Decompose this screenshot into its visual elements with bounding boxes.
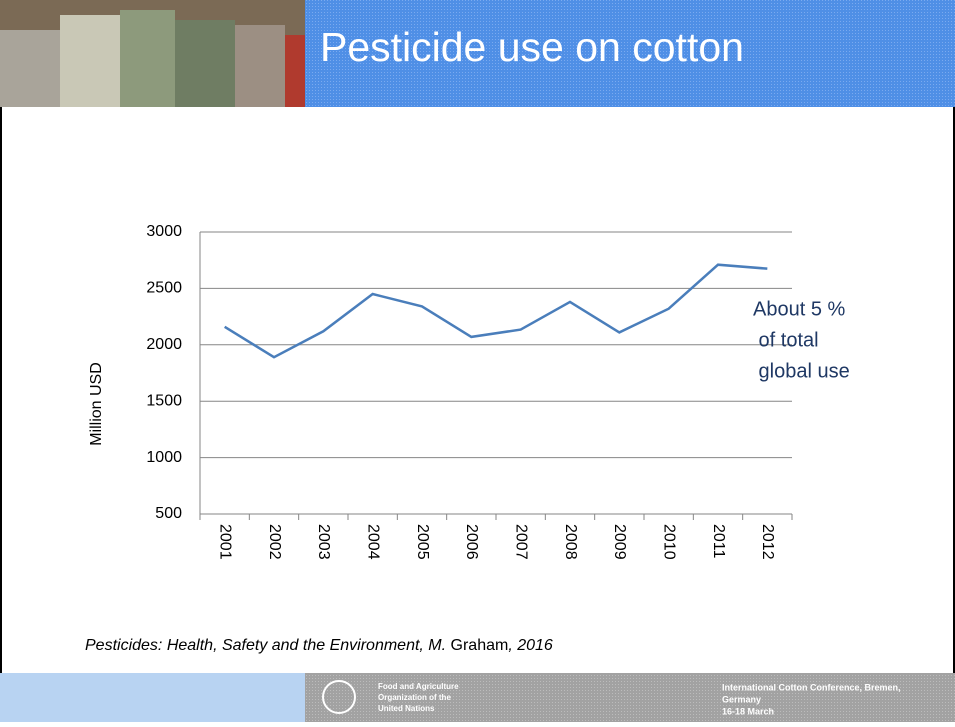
y-tick-label: 2000 — [146, 336, 182, 353]
footer-org: Organization of the — [378, 693, 451, 702]
footer-event: International Cotton Conference, Bremen, — [722, 682, 901, 692]
y-tick-label: 2500 — [146, 280, 182, 297]
x-tick-label: 2004 — [364, 524, 381, 560]
x-tick-label: 2009 — [611, 524, 628, 560]
footer-bar — [305, 673, 955, 722]
annotation: About 5 % — [753, 298, 846, 320]
citation-part: Graham — [451, 637, 509, 654]
footer-event: Germany — [722, 694, 761, 704]
header-photo — [0, 0, 305, 107]
x-tick-label: 2007 — [512, 524, 529, 560]
footer-left — [0, 673, 305, 722]
line-series — [224, 263, 768, 359]
title-bar — [305, 0, 955, 107]
x-tick-label: 2012 — [759, 524, 776, 560]
citation-part: , 2016 — [508, 637, 553, 654]
x-tick-label: 2003 — [315, 524, 332, 560]
x-tick-label: 2002 — [266, 524, 283, 560]
x-tick-label: 2011 — [710, 524, 727, 559]
citation: Pesticides: Health, Safety and the Envir… — [85, 637, 553, 654]
x-tick-label: 2001 — [216, 524, 233, 560]
footer-org: United Nations — [378, 704, 435, 713]
y-tick-label: 500 — [155, 505, 182, 522]
annotation: of total — [753, 329, 819, 351]
y-tick-label: 3000 — [146, 223, 182, 240]
footer-org: Food and Agriculture — [378, 682, 459, 691]
y-tick-label: 1500 — [146, 392, 182, 409]
x-tick-label: 2006 — [463, 524, 480, 560]
y-axis-label: Million USD — [88, 362, 105, 446]
x-tick-label: 2008 — [562, 524, 579, 560]
slide-title: Pesticide use on cotton — [320, 24, 744, 70]
citation-part: Pesticides: Health, Safety and the Envir… — [85, 637, 446, 654]
fao-logo — [322, 680, 356, 714]
y-tick-label: 1000 — [146, 449, 182, 466]
x-tick-label: 2005 — [414, 524, 431, 560]
footer-event: 16-18 March — [722, 706, 774, 716]
annotation: global use — [753, 360, 850, 382]
x-tick-label: 2010 — [660, 524, 677, 560]
